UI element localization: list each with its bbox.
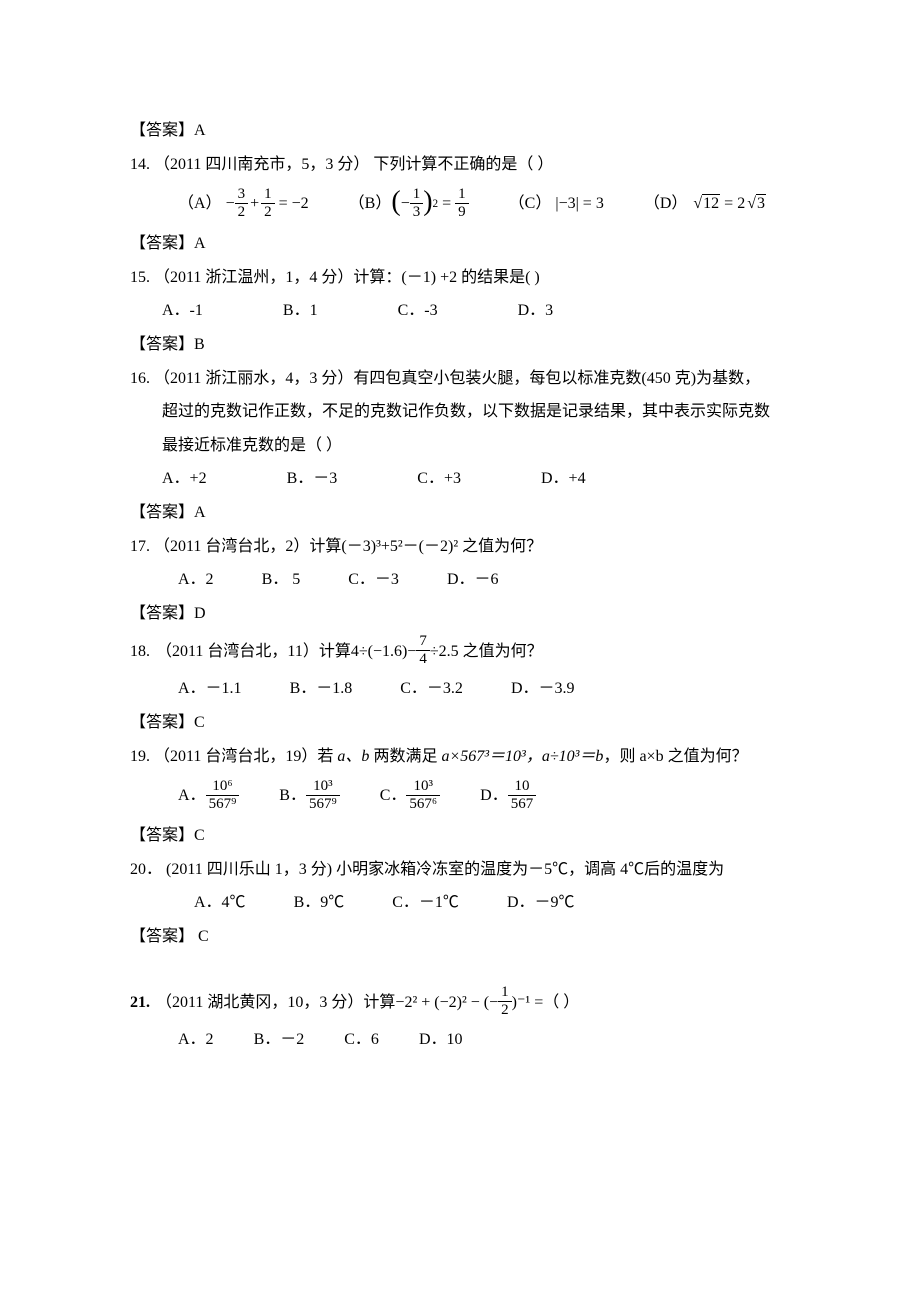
answer-16: 【答案】A xyxy=(130,500,920,526)
q19-prefix: （2011 台湾台北，19）若 xyxy=(154,748,337,765)
qnum-15: 15. xyxy=(130,269,150,286)
q16-line3: 最接近标准克数的是（ ） xyxy=(130,433,920,459)
answer-18: 【答案】C xyxy=(130,710,920,736)
q14-optD: （D） 12 = 23 xyxy=(644,191,766,217)
q14-optB: （B） (−13)2 = 19 xyxy=(349,187,469,221)
q16-line2: 超过的克数记作正数，不足的克数记作负数，以下数据是记录结果，其中表示实际克数 xyxy=(130,399,920,425)
qnum-19: 19. xyxy=(130,748,150,765)
q21-frac: 12 xyxy=(498,984,512,1018)
qnum-20: 20． xyxy=(130,861,162,878)
q17-options: A．2 B． 5 C．－3 D．－6 xyxy=(130,567,920,593)
question-14: 14. （2011 四川南充市，5，3 分） 下列计算不正确的是（ ） xyxy=(130,152,920,178)
q15-optA: A．-1 xyxy=(162,298,203,324)
question-18: 18. （2011 台湾台北，11）计算 4÷(−1.6)− 74 ÷2.5 之… xyxy=(130,634,920,668)
q16-optD: D．+4 xyxy=(541,466,586,492)
q21-options: A．2 B．－2 C．6 D．10 xyxy=(130,1027,920,1053)
q17-optA: A．2 xyxy=(178,567,214,593)
q15-options: A．-1 B．1 C．-3 D．3 xyxy=(130,298,920,324)
qnum-18: 18. xyxy=(130,639,150,665)
question-15: 15. （2011 浙江温州，1，4 分）计算：(－1) +2 的结果是( ) xyxy=(130,265,920,291)
answer-19: 【答案】C xyxy=(130,823,920,849)
q18-mid: 4÷(−1.6)− xyxy=(351,639,416,665)
q21-expr-right: )⁻¹ =（ ） xyxy=(512,990,580,1016)
q21-optA: A．2 xyxy=(178,1027,214,1053)
q16-line1: （2011 浙江丽水，4，3 分）有四包真空小包装火腿，每包以标准克数(450 … xyxy=(154,370,760,387)
q20-options: A．4℃ B．9℃ C．－1℃ D．－9℃ xyxy=(130,890,920,916)
q20-optD: D．－9℃ xyxy=(507,890,575,916)
q19-optA: A． 10⁶567⁹ xyxy=(178,779,239,813)
q15-source: （2011 浙江温州，1，4 分）计算：(－1) +2 的结果是( ) xyxy=(154,269,540,286)
q19-optD: D． 10567 xyxy=(480,779,536,813)
answer-20: 【答案】 C xyxy=(130,924,920,950)
q17-optB: B． 5 xyxy=(262,567,301,593)
q15-optC: C．-3 xyxy=(398,298,438,324)
qnum-14: 14. xyxy=(130,156,150,173)
q14-optA: （A） − 32 + 12 = −2 xyxy=(178,187,309,221)
q21-expr-left: −2² + (−2)² − (− xyxy=(395,990,498,1016)
q19-options: A． 10⁶567⁹ B． 10³567⁹ C． 10³567⁶ D． 1056… xyxy=(130,779,920,813)
qnum-16: 16. xyxy=(130,370,150,387)
q18-suffix: ÷2.5 之值为何？ xyxy=(430,639,543,665)
q18-optB: B．－1.8 xyxy=(290,676,353,702)
q18-options: A．－1.1 B．－1.8 C．－3.2 D．－3.9 xyxy=(130,676,920,702)
q18-optC: C．－3.2 xyxy=(400,676,463,702)
answer-14: 【答案】A xyxy=(130,231,920,257)
qnum-21: 21. xyxy=(130,990,150,1016)
q20-source: (2011 四川乐山 1，3 分) 小明家冰箱冷冻室的温度为－5℃，调高 4℃后… xyxy=(166,861,724,878)
q16-optA: A．+2 xyxy=(162,466,207,492)
q15-optD: D．3 xyxy=(518,298,554,324)
q18-optD: D．－3.9 xyxy=(511,676,575,702)
q18-frac: 74 xyxy=(416,633,430,667)
q20-optA: A．4℃ xyxy=(194,890,246,916)
answer-17: 【答案】D xyxy=(130,601,920,627)
q18-prefix: （2011 台湾台北，11）计算 xyxy=(156,639,351,665)
q16-options: A．+2 B．－3 C．+3 D．+4 xyxy=(130,466,920,492)
question-16: 16. （2011 浙江丽水，4，3 分）有四包真空小包装火腿，每包以标准克数(… xyxy=(130,366,920,392)
q20-optB: B．9℃ xyxy=(294,890,345,916)
q18-optA: A．－1.1 xyxy=(178,676,242,702)
q17-optD: D．－6 xyxy=(447,567,499,593)
q17-optC: C．－3 xyxy=(348,567,399,593)
q19-optB: B． 10³567⁹ xyxy=(279,779,339,813)
question-21: 21. （2011 湖北黄冈，10，3 分）计算 −2² + (−2)² − (… xyxy=(130,985,920,1019)
q14-options: （A） − 32 + 12 = −2 （B） (−13)2 = 19 （C） |… xyxy=(130,187,920,221)
q14-source: （2011 四川南充市，5，3 分） 下列计算不正确的是（ ） xyxy=(154,156,553,173)
q14-optC: （C） |−3| = 3 xyxy=(509,191,604,217)
qnum-17: 17. xyxy=(130,538,150,555)
q20-optC: C．－1℃ xyxy=(392,890,459,916)
q21-optD: D．10 xyxy=(419,1027,463,1053)
q15-optB: B．1 xyxy=(283,298,318,324)
answer-13: 【答案】A xyxy=(130,118,920,144)
q21-prefix: （2011 湖北黄冈，10，3 分）计算 xyxy=(156,990,395,1016)
question-19: 19. （2011 台湾台北，19）若 a、b 两数满足 a×567³＝10³，… xyxy=(130,744,920,770)
q19-optC: C． 10³567⁶ xyxy=(380,779,440,813)
question-17: 17. （2011 台湾台北，2）计算(－3)³+5²－(－2)² 之值为何？ xyxy=(130,534,920,560)
q17-source: （2011 台湾台北，2）计算(－3)³+5²－(－2)² 之值为何？ xyxy=(154,538,542,555)
q21-optC: C．6 xyxy=(344,1027,379,1053)
q21-optB: B．－2 xyxy=(254,1027,305,1053)
q16-optC: C．+3 xyxy=(417,466,461,492)
question-20: 20． (2011 四川乐山 1，3 分) 小明家冰箱冷冻室的温度为－5℃，调高… xyxy=(130,857,920,883)
answer-15: 【答案】B xyxy=(130,332,920,358)
q16-optB: B．－3 xyxy=(287,466,338,492)
